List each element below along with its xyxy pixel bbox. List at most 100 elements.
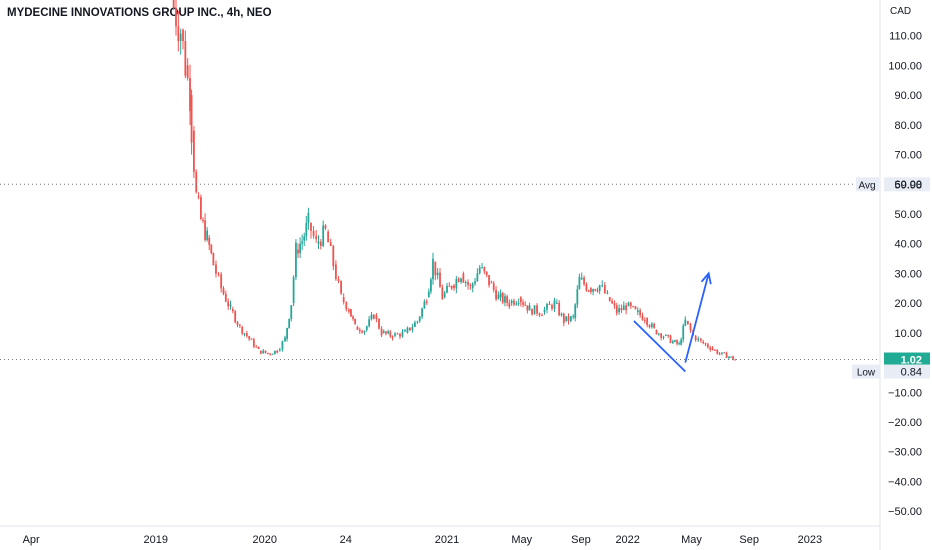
- candle: [478, 264, 481, 275]
- currency-label: CAD: [890, 6, 911, 17]
- candle-body: [208, 237, 211, 245]
- candle-body: [543, 309, 546, 313]
- candle: [189, 64, 191, 125]
- y-tick-label: 60.00: [894, 179, 922, 191]
- candle-body: [434, 261, 437, 276]
- candle: [615, 302, 618, 316]
- candle-body: [567, 316, 570, 322]
- candle-body: [378, 319, 380, 329]
- candle: [587, 289, 590, 293]
- candle-body: [517, 302, 520, 304]
- candle: [636, 307, 639, 316]
- candle-body: [186, 65, 189, 78]
- candle: [329, 238, 332, 247]
- candle-body: [416, 321, 419, 323]
- candle-body: [632, 306, 635, 308]
- reference-lines: Avg 59.98 1.02 Low 0.84: [0, 177, 930, 379]
- candle-body: [601, 285, 604, 287]
- candle: [345, 301, 348, 312]
- candle-body: [329, 242, 332, 246]
- y-tick-label: 100.00: [888, 60, 922, 72]
- candle: [684, 316, 687, 327]
- candle-body: [718, 353, 721, 355]
- candle-body: [317, 241, 320, 244]
- candle: [432, 252, 434, 285]
- candle: [200, 194, 202, 221]
- trendline[interactable]: [633, 320, 686, 373]
- candle-body: [401, 331, 404, 337]
- candle-body: [340, 281, 342, 294]
- candle-body: [506, 296, 509, 303]
- candle-body: [618, 308, 621, 313]
- candle: [711, 345, 714, 351]
- candle: [307, 207, 310, 230]
- candle-body: [476, 273, 479, 282]
- candle-body: [368, 319, 371, 327]
- candle: [469, 283, 472, 290]
- candle-body: [391, 336, 394, 339]
- candle: [682, 323, 685, 343]
- forecast-arrow[interactable]: [684, 273, 710, 363]
- candle: [450, 285, 453, 291]
- candle-body: [394, 333, 396, 336]
- candle-body: [310, 222, 312, 231]
- candle: [613, 300, 616, 309]
- chart-title: MYDECINE INNOVATIONS GROUP INC., 4h, NEO: [7, 7, 272, 19]
- candle-body: [436, 272, 439, 276]
- candle: [687, 320, 689, 325]
- candle: [471, 282, 474, 293]
- candle: [255, 344, 258, 348]
- candle-body: [578, 276, 581, 290]
- candle-body: [375, 315, 378, 320]
- candle: [241, 325, 244, 336]
- candle-body: [709, 347, 712, 350]
- candle-body: [730, 356, 732, 358]
- candle-body: [667, 334, 670, 336]
- candle-body: [179, 33, 182, 41]
- candle: [627, 301, 630, 307]
- candle-body: [555, 302, 558, 304]
- candle: [378, 317, 380, 330]
- candle: [639, 308, 642, 318]
- candle: [257, 346, 260, 350]
- time-axis[interactable]: Apr 2019 2020 24 2021 May Sep 2022 May Sep 2023: [23, 534, 823, 546]
- candle: [418, 315, 421, 323]
- candle: [406, 326, 409, 334]
- candle: [266, 352, 269, 355]
- candle: [292, 275, 295, 307]
- average-label-box: [856, 177, 879, 192]
- candle-body: [222, 288, 225, 295]
- candle: [411, 323, 414, 333]
- candle: [394, 332, 396, 338]
- price-axis[interactable]: 110.00 100.00 90.00 80.00 70.00 60.00 50.00 40.…: [888, 31, 922, 518]
- candle-body: [299, 243, 301, 254]
- candle: [467, 279, 469, 290]
- candle-body: [177, 26, 180, 41]
- candle: [215, 260, 217, 278]
- candle-body: [215, 264, 217, 274]
- candle: [611, 298, 614, 304]
- candle: [208, 234, 211, 251]
- candle: [274, 350, 276, 355]
- candle-body: [286, 327, 289, 339]
- candle-body: [702, 341, 705, 344]
- candle-body: [387, 331, 390, 334]
- candle: [385, 331, 387, 336]
- candle-body: [655, 329, 658, 335]
- candle: [517, 298, 520, 307]
- candle-body: [363, 331, 366, 333]
- user-drawings: [633, 271, 712, 373]
- candle: [464, 280, 467, 287]
- candle-body: [497, 294, 500, 300]
- candle-body: [292, 277, 295, 304]
- candle: [423, 299, 426, 309]
- candle: [716, 349, 719, 355]
- candle-body: [217, 273, 220, 275]
- candle: [231, 306, 234, 314]
- candle: [598, 284, 601, 295]
- candle-body: [448, 285, 451, 287]
- candle: [576, 285, 579, 309]
- candle: [460, 277, 462, 284]
- candle: [368, 316, 371, 328]
